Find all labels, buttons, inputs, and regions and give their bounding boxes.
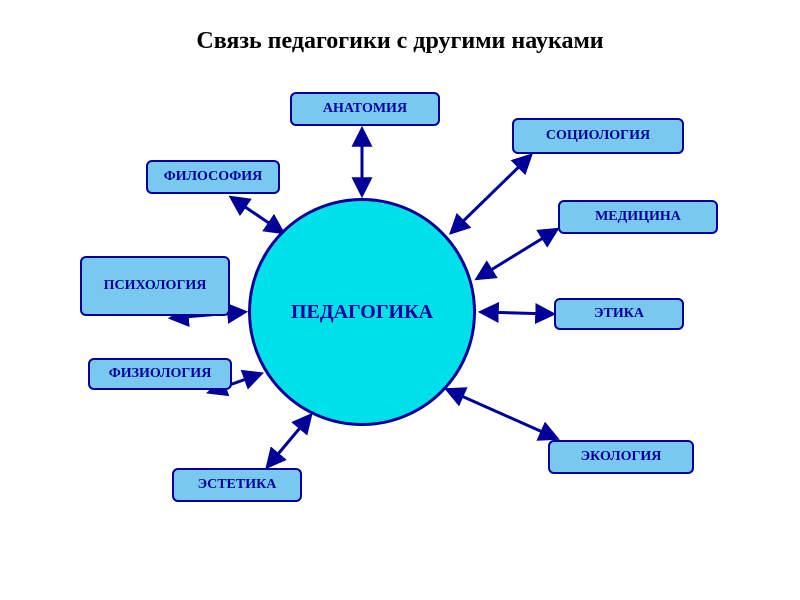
center-node-label: ПЕДАГОГИКА [291,301,433,324]
node-label: ФИЗИОЛОГИЯ [109,366,212,382]
node-label: ЭКОЛОГИЯ [581,449,662,465]
node-ethics: ЭТИКА [554,298,684,330]
connector-ecology [448,390,556,438]
center-node-pedagogy: ПЕДАГОГИКА [248,198,476,426]
node-psychology: ПСИХОЛОГИЯ [80,256,230,316]
node-anatomy: АНАТОМИЯ [290,92,440,126]
connector-medicine [478,230,556,278]
connector-sociology [452,156,530,232]
node-physiology: ФИЗИОЛОГИЯ [88,358,232,390]
connector-ethics [482,312,552,314]
node-label: МЕДИЦИНА [595,209,681,225]
node-label: ЭТИКА [594,306,644,322]
node-label: СОЦИОЛОГИЯ [546,128,650,144]
node-label: ПСИХОЛОГИЯ [104,278,207,294]
node-aesthetics: ЭСТЕТИКА [172,468,302,502]
node-ecology: ЭКОЛОГИЯ [548,440,694,474]
connector-aesthetics [268,416,310,466]
node-medicine: МЕДИЦИНА [558,200,718,234]
node-label: АНАТОМИЯ [323,101,407,117]
connector-philosophy [232,198,282,232]
node-label: ЭСТЕТИКА [198,477,277,493]
page-title: Связь педагогики с другими науками [0,28,800,55]
node-philosophy: ФИЛОСОФИЯ [146,160,280,194]
node-label: ФИЛОСОФИЯ [164,169,263,185]
node-sociology: СОЦИОЛОГИЯ [512,118,684,154]
